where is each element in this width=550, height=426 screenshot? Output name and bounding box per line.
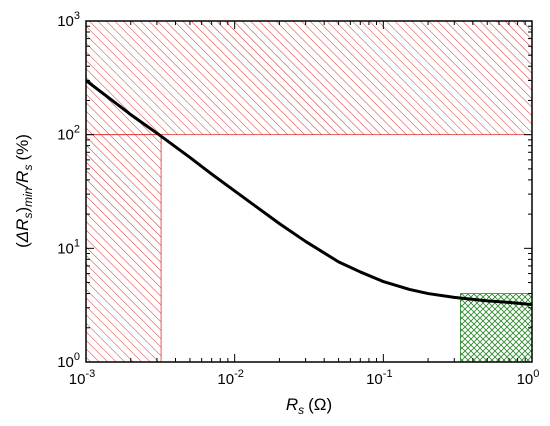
y-tick-label: 103 xyxy=(57,10,80,30)
series-line-0 xyxy=(86,78,532,307)
tick-labels: 10-3 10-2 10-1 100 100 101 102 103 xyxy=(57,10,539,388)
x-tick-label: 100 xyxy=(517,368,540,388)
y-axis-label: (ΔRs)min/Rs(%) xyxy=(13,134,35,248)
y-tick-label: 102 xyxy=(57,124,80,144)
x-axis-label: Rs (Ω) xyxy=(286,395,332,417)
shaded-regions xyxy=(86,21,532,362)
x-tick-label: 10-2 xyxy=(217,368,243,388)
region-0 xyxy=(86,21,532,136)
x-tick-label: 10-3 xyxy=(69,368,95,388)
y-tick-label: 100 xyxy=(57,351,80,371)
plot-frame xyxy=(85,20,533,363)
series-layer xyxy=(86,78,532,307)
region-2 xyxy=(460,293,532,362)
region-1 xyxy=(86,134,162,362)
y-tick-label: 101 xyxy=(57,237,80,257)
ticks xyxy=(85,20,533,363)
x-tick-label: 10-1 xyxy=(366,368,392,388)
